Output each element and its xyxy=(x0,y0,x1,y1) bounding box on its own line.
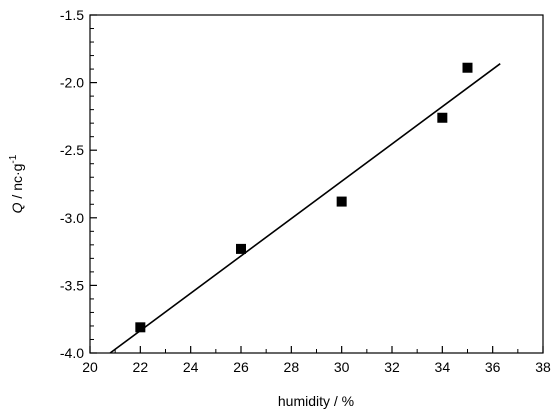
axes xyxy=(89,14,544,354)
data-point xyxy=(236,243,246,254)
y-tick-label: -2.5 xyxy=(60,142,84,158)
x-tick-label: 38 xyxy=(535,359,551,375)
x-tick-label: 34 xyxy=(435,359,451,375)
x-tick-label: 30 xyxy=(334,359,350,375)
x-tick-label: 20 xyxy=(82,359,98,375)
x-tick-label: 36 xyxy=(485,359,501,375)
x-tick-label: 22 xyxy=(133,359,149,375)
data-point xyxy=(462,62,473,73)
y-axis-unit: / nc·g xyxy=(9,164,25,203)
y-axis-symbol: Q xyxy=(9,202,25,213)
y-tick-label: -3.5 xyxy=(60,277,84,293)
y-tick-label: -2.0 xyxy=(60,75,84,91)
series xyxy=(109,62,501,354)
y-axis-exponent: -1 xyxy=(8,154,19,163)
x-tick-label: 28 xyxy=(284,359,300,375)
plot-frame xyxy=(89,14,544,354)
y-tick-labels: -4.0 -3.5 -3.0 -2.5 -2.0 -1.5 xyxy=(60,7,84,361)
y-axis-title: Q / nc·g-1 xyxy=(8,154,25,213)
x-axis-title: humidity / % xyxy=(278,393,354,409)
y-tick-label: -3.0 xyxy=(60,210,84,226)
data-point xyxy=(135,322,146,333)
x-tick-label: 26 xyxy=(233,359,249,375)
y-tick-label: -4.0 xyxy=(60,345,84,361)
ticks xyxy=(89,14,544,354)
x-tick-label: 32 xyxy=(384,359,400,375)
fit-line xyxy=(109,63,501,354)
x-tick-labels: 20 22 24 26 28 30 32 34 36 38 xyxy=(82,359,551,375)
data-point xyxy=(437,112,448,123)
data-point xyxy=(336,196,347,207)
x-tick-label: 24 xyxy=(183,359,199,375)
y-tick-label: -1.5 xyxy=(60,7,84,23)
